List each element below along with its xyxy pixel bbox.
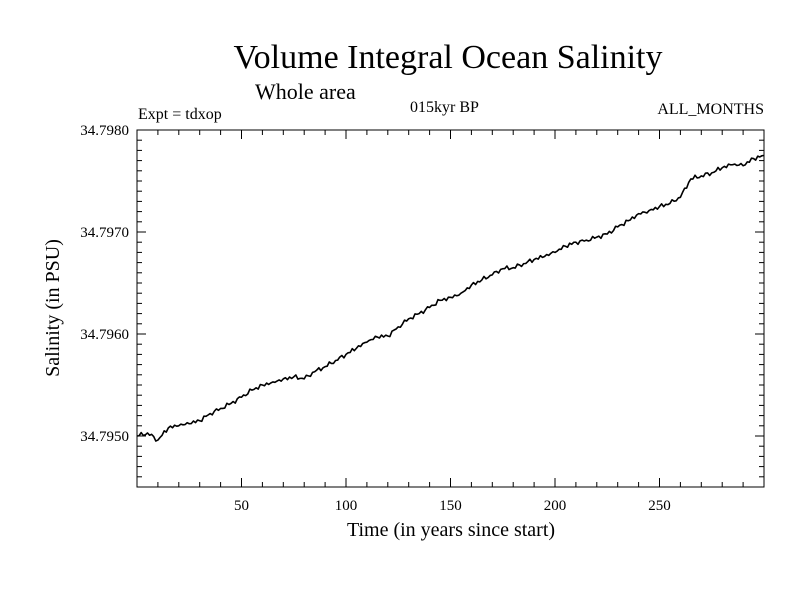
experiment-label: Expt = tdxop: [138, 106, 222, 123]
period-label: 015kyr BP: [410, 99, 479, 116]
chart-subtitle: Whole area: [255, 79, 356, 104]
salinity-series-line: [136, 154, 765, 442]
x-tick-label: 100: [335, 498, 358, 514]
x-tick-label: 150: [439, 498, 462, 514]
y-tick-label: 34.7950: [80, 429, 129, 445]
x-tick-label: 200: [544, 498, 567, 514]
y-tick-label: 34.7960: [80, 327, 129, 343]
chart-title: Volume Integral Ocean Salinity: [233, 39, 663, 76]
axis-ticks: [137, 130, 764, 487]
plot-frame: [136, 129, 765, 488]
months-label: ALL_MONTHS: [657, 101, 764, 118]
y-tick-label: 34.7980: [80, 123, 129, 139]
y-axis-label: Salinity (in PSU): [42, 239, 64, 377]
y-tick-label: 34.7970: [80, 225, 129, 241]
x-axis-label: Time (in years since start): [347, 519, 555, 541]
x-tick-label: 250: [648, 498, 671, 514]
x-tick-label: 50: [234, 498, 249, 514]
tick-labels: 50 100 150 200 250 34.7950 34.7960 34.7970 34.79…: [80, 123, 671, 514]
